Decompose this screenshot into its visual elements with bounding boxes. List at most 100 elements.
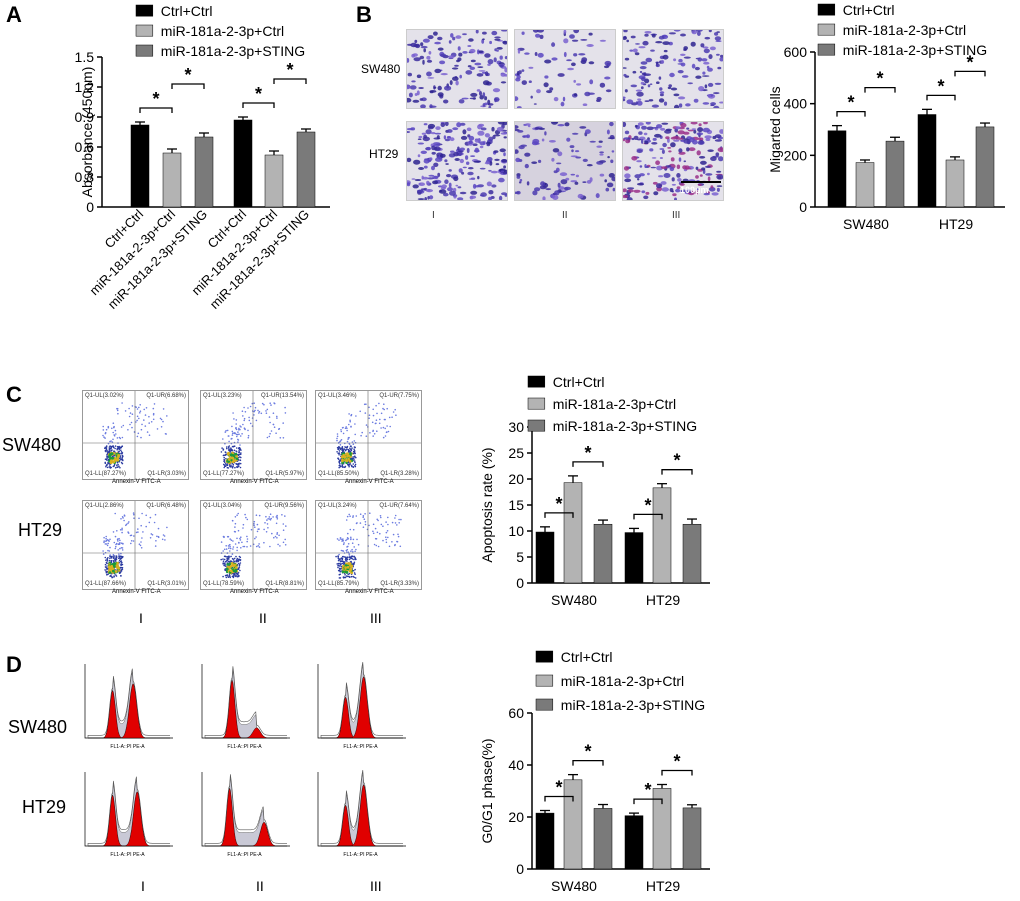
quadrant-label-ll: Q1-LL(78.59%) xyxy=(203,581,245,587)
cell-cycle-histogram: FL1-A::PI PE-A xyxy=(84,664,173,750)
legend-label: miR-181a-2-3p+STING xyxy=(161,43,305,59)
y-tick-label: 25 xyxy=(508,445,524,461)
bar xyxy=(917,114,937,208)
legend-label: miR-181a-2-3p+STING xyxy=(553,418,697,434)
legend-swatch xyxy=(135,24,154,37)
bar xyxy=(652,487,672,584)
x-tick-label: HT29 xyxy=(646,878,680,894)
bar xyxy=(593,523,613,584)
col-label-c-3: III xyxy=(370,610,382,626)
bar xyxy=(682,523,702,584)
legend-swatch xyxy=(535,650,554,663)
micrograph-image xyxy=(515,122,615,200)
flow-plot: Q1-UL(3.04%) Q1-UR(9.56%) Q1-LL(78.59%) Q1-… xyxy=(200,500,307,590)
x-tick-label: HT29 xyxy=(939,216,973,232)
col-label-b-3: III xyxy=(672,210,681,221)
flow-scatter xyxy=(83,501,188,589)
row-label-ht29-c: HT29 xyxy=(18,520,63,540)
hist-x-label: FL1-A::PI PE-A xyxy=(110,852,145,858)
micrograph-image xyxy=(407,122,507,200)
flow-scatter xyxy=(201,391,306,479)
sig-star: * xyxy=(255,84,262,104)
row-label-ht29-b: HT29 xyxy=(369,147,399,161)
flow-plot: Q1-UL(3.24%) Q1-UR(7.64%) Q1-LL(85.79%) Q1-… xyxy=(315,500,422,590)
y-tick-label: 1.5 xyxy=(75,49,95,65)
y-tick-label: 20 xyxy=(508,471,524,487)
legend-label: Ctrl+Ctrl xyxy=(553,374,605,390)
micrograph xyxy=(406,29,508,109)
micrograph xyxy=(622,29,724,109)
flow-scatter xyxy=(83,391,188,479)
sig-star: * xyxy=(555,778,562,798)
y-tick-label: 0 xyxy=(516,861,524,877)
sig-bracket xyxy=(544,795,574,802)
quadrant-label-ul: Q1-UL(3.23%) xyxy=(203,393,242,399)
quadrant-label-lr: Q1-LR(8.81%) xyxy=(265,581,304,587)
micrograph-image xyxy=(407,30,507,108)
sig-bracket xyxy=(544,512,574,518)
legend-swatch xyxy=(527,419,546,432)
y-tick-label: 0.3 xyxy=(75,169,95,185)
y-tick-label: 0 xyxy=(86,199,94,215)
sig-star: * xyxy=(286,60,293,80)
flow-plot: Q1-UL(3.23%) Q1-UR(13.54%) Q1-LL(77.27%) Q1… xyxy=(200,390,307,480)
flow-x-label: Annexin-V FITC-A xyxy=(230,479,279,485)
panel-label-c: C xyxy=(6,382,22,407)
y-tick-label: 0 xyxy=(516,575,524,591)
flow-x-label: Annexin-V FITC-A xyxy=(112,589,161,595)
sig-bracket xyxy=(572,461,604,467)
legend-label: miR-181a-2-3p+STING xyxy=(561,697,705,713)
cell-cycle-histogram: FL1-A::PI PE-A xyxy=(317,662,406,750)
quadrant-label-lr: Q1-LR(5.97%) xyxy=(265,471,304,477)
cell-cycle-histogram: FL1-A::PI PE-A xyxy=(201,772,290,858)
quadrant-label-lr: Q1-LR(3.33%) xyxy=(380,581,419,587)
sig-bracket xyxy=(661,769,693,776)
row-label-ht29-d: HT29 xyxy=(22,797,67,817)
bar xyxy=(827,130,847,208)
bar xyxy=(855,162,875,208)
cell-cycle-histogram: FL1-A::PI PE-A xyxy=(84,772,173,858)
sig-star: * xyxy=(584,443,591,463)
y-tick-label: 0.6 xyxy=(75,139,95,155)
legend-label: Ctrl+Ctrl xyxy=(843,2,895,18)
sig-star: * xyxy=(937,76,944,96)
cell-cycle-histogram: FL1-A::PI PE-A xyxy=(201,664,290,750)
y-tick-label: 200 xyxy=(784,147,808,163)
quadrant-label-ur: Q1-UR(7.75%) xyxy=(379,393,419,399)
chart-b-migrated-cells: 0 200 400 600 Migarted cells * * * * SW480 HT29 Ctr… xyxy=(767,2,1005,232)
legend-swatch xyxy=(527,375,546,388)
y-axis-label: Migarted cells xyxy=(767,86,783,172)
quadrant-label-lr: Q1-LR(3.28%) xyxy=(380,471,419,477)
chart-c-apoptosis: 0 5 10 15 20 25 30 Apoptosis rate (%) * * * * SW480 H… xyxy=(479,374,710,608)
sig-star: * xyxy=(555,494,562,514)
y-tick-label: 60 xyxy=(508,705,524,721)
quadrant-label-ur: Q1-UR(6.68%) xyxy=(146,393,186,399)
flow-x-label: Annexin-V FITC-A xyxy=(230,589,279,595)
y-tick-label: 0.9 xyxy=(75,109,95,125)
legend-swatch xyxy=(817,43,836,56)
legend-swatch xyxy=(135,4,154,17)
sig-bracket xyxy=(633,798,663,805)
row-label-sw480-b: SW480 xyxy=(361,62,401,76)
bar xyxy=(563,779,583,870)
micrograph xyxy=(622,121,724,201)
quadrant-label-ll: Q1-LL(87.27%) xyxy=(85,471,127,477)
flow-plot: Q1-UL(3.46%) Q1-UR(7.75%) Q1-LL(85.50%) Q1-… xyxy=(315,390,422,480)
chart-d-g0g1-phase: 0 20 40 60 G0/G1 phase(%) * * * * SW480 HT29 Ctrl+C… xyxy=(479,649,710,894)
sig-star: * xyxy=(152,89,159,109)
sig-bracket xyxy=(139,107,173,113)
x-tick-label: HT29 xyxy=(646,592,680,608)
sig-bracket xyxy=(273,78,307,84)
col-label-d-2: II xyxy=(256,878,264,894)
col-label-b-1: I xyxy=(432,210,435,221)
bar xyxy=(975,126,995,208)
y-tick-label: 600 xyxy=(784,44,808,60)
x-tick-label: SW480 xyxy=(843,216,889,232)
flow-x-label: Annexin-V FITC-A xyxy=(345,589,394,595)
bar xyxy=(130,124,150,208)
quadrant-label-lr: Q1-LR(3.01%) xyxy=(147,581,186,587)
quadrant-label-ll: Q1-LL(77.27%) xyxy=(203,471,245,477)
scale-bar xyxy=(681,181,721,183)
y-axis-label: G0/G1 phase(%) xyxy=(479,738,495,843)
micrograph-image xyxy=(623,122,723,200)
